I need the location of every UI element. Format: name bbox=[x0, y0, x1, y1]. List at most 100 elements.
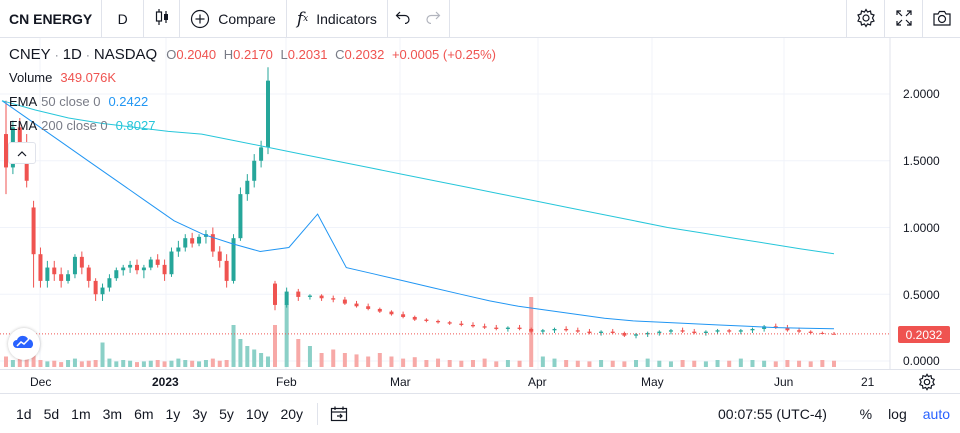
volume-bar bbox=[259, 353, 264, 367]
auto-scale-toggle[interactable]: auto bbox=[922, 406, 950, 422]
range-3y[interactable]: 3y bbox=[192, 405, 208, 422]
percent-scale-toggle[interactable]: % bbox=[859, 406, 873, 422]
range-1d[interactable]: 1d bbox=[16, 405, 32, 422]
legend-collapse-button[interactable] bbox=[8, 142, 36, 164]
candle-body bbox=[176, 247, 181, 252]
candle-body bbox=[459, 323, 464, 325]
volume-bar bbox=[540, 356, 545, 367]
redo-button[interactable] bbox=[418, 0, 450, 38]
interval-button[interactable]: D bbox=[102, 0, 145, 38]
volume-bar bbox=[4, 356, 8, 367]
cloud-logo-icon bbox=[13, 335, 35, 354]
candle-body bbox=[692, 331, 697, 333]
range-6m[interactable]: 6m bbox=[134, 405, 154, 422]
volume-bar bbox=[773, 361, 778, 367]
volume-bar bbox=[296, 339, 301, 367]
settings-button[interactable] bbox=[846, 0, 884, 38]
range-1m[interactable]: 1m bbox=[71, 405, 91, 422]
candle-body bbox=[703, 331, 708, 333]
timezone-clock[interactable]: 00:07:55 (UTC-4) bbox=[718, 406, 827, 422]
ema200-params: 200 close 0 bbox=[41, 118, 108, 133]
candle-body bbox=[114, 270, 119, 279]
candle-body bbox=[245, 180, 250, 195]
volume-bar bbox=[750, 360, 755, 367]
ema200-legend[interactable]: EMA 200 close 0 0.8027 bbox=[9, 118, 500, 142]
time-axis[interactable]: Dec 2023 Feb Mar Apr May Jun 21 bbox=[0, 369, 960, 393]
close-label: C bbox=[335, 47, 345, 62]
chart-type-button[interactable] bbox=[144, 0, 181, 38]
range-3m[interactable]: 3m bbox=[102, 405, 123, 422]
candle-body bbox=[38, 254, 43, 281]
legend-symbol[interactable]: CNEY bbox=[9, 46, 51, 63]
undo-button[interactable] bbox=[388, 0, 418, 38]
low-value: 0.2031 bbox=[287, 47, 328, 62]
candle-body bbox=[155, 259, 160, 265]
volume-bar bbox=[224, 360, 229, 367]
candle-body bbox=[715, 330, 720, 332]
candle-body bbox=[217, 251, 222, 261]
candle-body bbox=[307, 295, 312, 297]
volume-bar bbox=[24, 353, 29, 367]
plus-circle-icon bbox=[190, 9, 210, 29]
time-tick-label: Dec bbox=[30, 375, 52, 389]
candle-body bbox=[17, 127, 22, 148]
candle-body bbox=[773, 326, 778, 328]
volume-bar bbox=[424, 360, 429, 367]
ema50-value: 0.2422 bbox=[108, 94, 149, 109]
volume-bar bbox=[482, 358, 487, 367]
volume-bar bbox=[162, 361, 167, 367]
legend-interval: 1D bbox=[62, 46, 82, 63]
range-20y[interactable]: 20y bbox=[280, 405, 304, 422]
chevron-up-icon bbox=[17, 144, 27, 162]
range-5y[interactable]: 5y bbox=[219, 405, 234, 422]
volume-bar bbox=[66, 360, 71, 367]
volume-bar bbox=[72, 358, 77, 367]
fullscreen-button[interactable] bbox=[884, 0, 922, 38]
goto-date-icon[interactable] bbox=[330, 406, 348, 422]
candle-body bbox=[727, 330, 732, 332]
indicators-label: Indicators bbox=[316, 10, 377, 27]
range-10y[interactable]: 10y bbox=[245, 405, 269, 422]
symbol-search-button[interactable]: CN ENERGY bbox=[0, 0, 103, 38]
candle-body bbox=[668, 330, 673, 332]
volume-bar bbox=[342, 353, 347, 367]
volume-bar bbox=[45, 361, 50, 367]
range-5d[interactable]: 5d bbox=[43, 405, 60, 422]
candle-body bbox=[24, 147, 29, 181]
volume-bar bbox=[366, 356, 371, 367]
volume-bar bbox=[135, 362, 139, 367]
candle-body bbox=[389, 311, 394, 315]
candle-body bbox=[470, 324, 475, 327]
candle-body bbox=[224, 260, 229, 281]
candle-body bbox=[128, 264, 133, 268]
candle-body bbox=[645, 332, 650, 335]
volume-legend[interactable]: Volume 349.076K bbox=[9, 70, 500, 94]
tradingview-logo[interactable] bbox=[8, 328, 40, 360]
candle-body bbox=[121, 267, 126, 271]
volume-bar bbox=[785, 360, 790, 367]
snapshot-button[interactable] bbox=[922, 0, 960, 38]
volume-bar bbox=[59, 362, 64, 367]
volume-bar bbox=[808, 361, 813, 367]
candle-body bbox=[587, 331, 592, 333]
volume-bar bbox=[715, 360, 720, 367]
log-scale-toggle[interactable]: log bbox=[888, 406, 907, 422]
candle-body bbox=[738, 330, 743, 332]
ema50-legend[interactable]: EMA 50 close 0 0.2422 bbox=[9, 94, 500, 118]
volume-bar bbox=[820, 360, 825, 367]
candle-body bbox=[266, 80, 270, 148]
fullscreen-icon bbox=[895, 9, 913, 30]
price-chart[interactable] bbox=[0, 38, 960, 369]
volume-bar bbox=[401, 358, 406, 367]
range-1y[interactable]: 1y bbox=[165, 405, 181, 422]
compare-button[interactable]: Compare bbox=[180, 0, 287, 38]
volume-bar bbox=[31, 354, 36, 367]
gear-icon bbox=[856, 7, 876, 31]
chart-pane[interactable]: CNEY · 1D · NASDAQ O0.2040 H0.2170 L0.20… bbox=[0, 38, 960, 369]
axis-settings-icon[interactable] bbox=[918, 373, 936, 396]
volume-value: 349.076K bbox=[60, 70, 117, 85]
candle-body bbox=[59, 274, 64, 281]
legend-exchange: NASDAQ bbox=[93, 46, 158, 63]
